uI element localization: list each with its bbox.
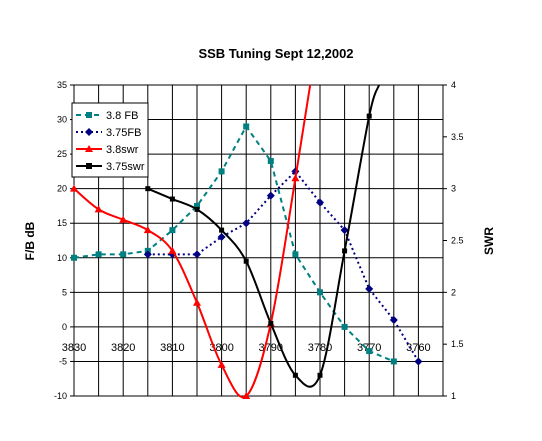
left-axis-title: F/B dB (23, 221, 37, 260)
data-point (267, 158, 274, 165)
left-tick-label: 0 (62, 322, 67, 332)
right-axis-ticks: 1 1.5 2 2.5 3 3.5 4 (443, 80, 464, 401)
data-point (317, 289, 323, 296)
data-point (120, 251, 127, 258)
series-0 (71, 123, 397, 365)
data-point (70, 184, 78, 192)
legend-marker (86, 163, 92, 169)
x-tick-label: 3810 (160, 342, 184, 354)
data-point (194, 202, 200, 209)
data-point (317, 372, 323, 378)
right-tick-label: 2 (451, 287, 456, 297)
left-tick-label: 15 (57, 218, 67, 228)
series-line (147, 84, 380, 388)
data-point (366, 348, 373, 355)
data-point (193, 250, 201, 259)
data-point (243, 258, 249, 264)
data-point (414, 357, 423, 366)
data-point (119, 215, 128, 223)
data-point (193, 298, 201, 306)
legend-marker (85, 145, 93, 152)
data-point (143, 250, 152, 259)
data-point (365, 284, 374, 293)
right-tick-label: 3 (451, 184, 456, 194)
series-line (73, 124, 395, 363)
series-line (73, 84, 312, 399)
legend-label: 3.75swr (106, 161, 145, 173)
chart-title: SSB Tuning Sept 12,2002 (198, 46, 353, 61)
right-tick-label: 4 (451, 80, 456, 90)
series-line (147, 169, 420, 362)
x-tick-label: 3760 (406, 342, 430, 354)
legend-label: 3.8 FB (106, 110, 138, 122)
data-point (218, 168, 225, 175)
series-3 (145, 84, 380, 388)
data-point (390, 358, 397, 365)
data-point (243, 123, 250, 130)
data-point (340, 226, 349, 235)
left-tick-label: -10 (54, 391, 67, 401)
left-tick-label: 25 (57, 149, 67, 159)
data-point (341, 323, 348, 330)
x-tick-label: 3820 (111, 342, 135, 354)
left-tick-label: 35 (57, 80, 67, 90)
x-tick-label: 3830 (62, 342, 86, 354)
data-point (316, 198, 324, 207)
data-point (292, 251, 299, 258)
series-1 (143, 167, 423, 366)
data-point (389, 315, 398, 324)
legend-marker (86, 112, 92, 118)
left-tick-label: 20 (57, 184, 67, 194)
left-tick-label: -5 (59, 356, 67, 366)
data-point (95, 251, 102, 258)
data-point (266, 191, 275, 200)
legend-box (71, 102, 149, 178)
data-point (366, 113, 372, 119)
right-tick-label: 3.5 (451, 132, 464, 142)
data-point (169, 227, 176, 234)
data-point (145, 186, 151, 192)
legend-label: 3.8swr (106, 144, 139, 156)
left-tick-label: 10 (57, 253, 67, 263)
data-point (94, 205, 103, 213)
data-point (291, 174, 300, 182)
data-point (219, 227, 225, 233)
data-point (217, 360, 226, 368)
legend: 3.8 FB 3.75FB 3.8swr 3.75swr (71, 102, 149, 178)
data-point (292, 372, 298, 378)
data-point (268, 320, 274, 326)
left-tick-label: 30 (57, 115, 67, 125)
legend-marker (85, 128, 93, 136)
data-point (194, 206, 200, 212)
right-tick-label: 1 (451, 391, 456, 401)
grid (73, 84, 444, 397)
data-point (71, 254, 77, 261)
data-point (143, 226, 152, 234)
right-tick-label: 2.5 (451, 236, 464, 246)
right-tick-label: 1.5 (451, 339, 464, 349)
left-tick-label: 5 (62, 287, 67, 297)
legend-label: 3.75FB (106, 127, 141, 139)
data-point (342, 248, 348, 254)
data-point (169, 196, 175, 202)
data-point (168, 246, 177, 254)
right-axis-title: SWR (482, 227, 496, 255)
series-layer (70, 84, 423, 399)
data-point (242, 219, 251, 228)
data-point (217, 233, 226, 242)
data-point (242, 392, 251, 399)
